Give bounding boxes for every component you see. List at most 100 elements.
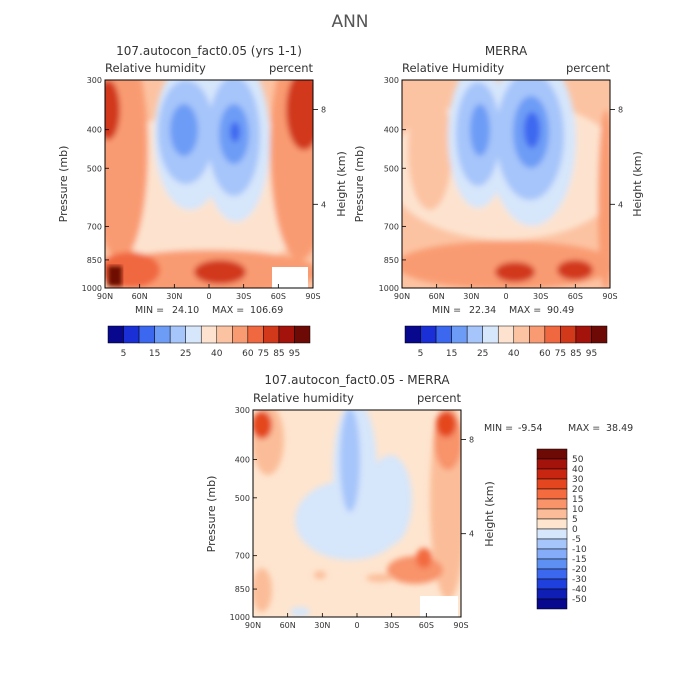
panel-model: 107.autocon_fact0.05 (yrs 1-1) Relative … (57, 44, 348, 359)
panel-diff-min-label: MIN = (484, 423, 513, 434)
colorbar-swatch (536, 598, 568, 610)
colorbar-swatch (536, 568, 568, 580)
colorbar-label: -20 (572, 565, 587, 575)
x-tick-label: 30S (384, 621, 399, 630)
colorbar-label: -40 (572, 585, 587, 595)
colorbar-label: 15 (446, 349, 457, 359)
y-tick-label: 850 (235, 585, 250, 594)
x-tick-label: 60N (280, 621, 296, 630)
panel-model-min-value: 24.10 (172, 305, 199, 316)
colorbar-label: 40 (572, 465, 584, 475)
colorbar-swatch (420, 325, 437, 344)
x-tick-label: 60N (429, 292, 445, 301)
colorbar-label: -10 (572, 545, 587, 555)
panel-merra-colorbar: 5 15 25 40 60 75 85 95 (404, 325, 608, 359)
panel-merra-ylabel: Pressure (mb) (353, 146, 366, 223)
panel-model-field (105, 80, 313, 288)
y-tick-label: 700 (87, 222, 102, 231)
y-tick-label: 1000 (82, 284, 102, 293)
y2-tick-label: 4 (618, 200, 623, 209)
x-tick-label: 0 (354, 621, 359, 630)
panel-merra-field (402, 80, 610, 288)
panel-diff-max-label: MAX = (568, 423, 600, 434)
colorbar-swatch (536, 448, 568, 460)
y-tick-label: 300 (87, 76, 102, 85)
panel-model-y2label: Height (km) (335, 151, 348, 217)
panel-diff-ylabel: Pressure (mb) (205, 476, 218, 553)
y2-tick-label: 8 (321, 106, 326, 115)
colorbar-swatch (536, 548, 568, 560)
colorbar-swatch (263, 325, 280, 344)
colorbar-swatch (294, 325, 311, 344)
colorbar-swatch (482, 325, 499, 344)
colorbar-label: 5 (121, 349, 127, 359)
panel-merra-min-value: 22.34 (469, 305, 496, 316)
colorbar-swatch (544, 325, 561, 344)
colorbar-label: -5 (572, 535, 581, 545)
panel-model-max-label: MAX = (212, 305, 244, 316)
figure-title: ANN (331, 12, 368, 32)
colorbar-label: 50 (572, 455, 584, 465)
x-tick-label: 90N (245, 621, 261, 630)
y-tick-label: 300 (235, 406, 250, 415)
colorbar-label: 85 (273, 349, 284, 359)
colorbar-swatch (591, 325, 608, 344)
y-tick-label: 400 (384, 126, 399, 135)
colorbar-label: 5 (572, 515, 578, 525)
y2-tick-label: 8 (618, 106, 623, 115)
colorbar-label: -50 (572, 595, 587, 605)
colorbar-swatch (154, 325, 171, 344)
x-tick-label: 30N (166, 292, 182, 301)
colorbar-swatch (216, 325, 233, 344)
colorbar-label: 10 (572, 505, 584, 515)
x-tick-label: 90S (453, 621, 468, 630)
y-tick-label: 700 (235, 552, 250, 561)
colorbar-label: 95 (586, 349, 597, 359)
colorbar-label: 75 (555, 349, 566, 359)
x-tick-label: 60N (132, 292, 148, 301)
colorbar-swatch (466, 325, 483, 344)
colorbar-swatch (497, 325, 515, 344)
x-tick-label: 0 (503, 292, 508, 301)
colorbar-label: 15 (572, 495, 583, 505)
colorbar-label: 25 (180, 349, 191, 359)
y-tick-label: 850 (384, 256, 399, 265)
colorbar-label: 15 (149, 349, 160, 359)
x-tick-label: 60S (568, 292, 583, 301)
panel-model-ylabel: Pressure (mb) (57, 146, 70, 223)
x-tick-label: 30S (533, 292, 548, 301)
colorbar-label: 40 (211, 349, 223, 359)
colorbar-label: 85 (570, 349, 581, 359)
x-tick-label: 90S (602, 292, 617, 301)
y-tick-label: 700 (384, 222, 399, 231)
colorbar-label: 60 (242, 349, 254, 359)
x-tick-label: 60S (419, 621, 434, 630)
colorbar-swatch (560, 325, 577, 344)
y-tick-label: 400 (235, 455, 250, 464)
panel-diff-variable: Relative humidity (253, 391, 354, 405)
colorbar-swatch (247, 325, 264, 344)
colorbar-swatch (536, 488, 568, 500)
colorbar-swatch (536, 538, 568, 550)
panel-diff: 107.autocon_fact0.05 - MERRA Relative hu… (205, 373, 633, 630)
panel-diff-title: 107.autocon_fact0.05 - MERRA (264, 373, 450, 387)
colorbar-label: 30 (572, 475, 584, 485)
x-tick-label: 0 (206, 292, 211, 301)
x-tick-label: 30N (314, 621, 330, 630)
panel-diff-y2label: Height (km) (483, 481, 496, 547)
panel-model-colorbar: 5 15 25 40 60 75 85 95 (107, 325, 311, 359)
panel-merra-ticks: 90N 60N 30N 0 30S 60S 90S 300 400 500 700 850 1000 8 4 (379, 76, 623, 301)
colorbar-swatch (185, 325, 202, 344)
panel-merra-units: percent (566, 61, 611, 75)
colorbar-swatch (200, 325, 218, 344)
y-tick-label: 400 (87, 126, 102, 135)
x-tick-label: 30N (463, 292, 479, 301)
colorbar-label: 0 (572, 525, 578, 535)
colorbar-swatch (169, 325, 186, 344)
x-tick-label: 60S (271, 292, 286, 301)
colorbar-swatch (536, 528, 568, 540)
colorbar-label: 5 (418, 349, 424, 359)
panel-merra: MERRA Relative Humidity percent P (353, 44, 644, 359)
colorbar-swatch (536, 498, 568, 510)
y-tick-label: 1000 (230, 613, 250, 622)
